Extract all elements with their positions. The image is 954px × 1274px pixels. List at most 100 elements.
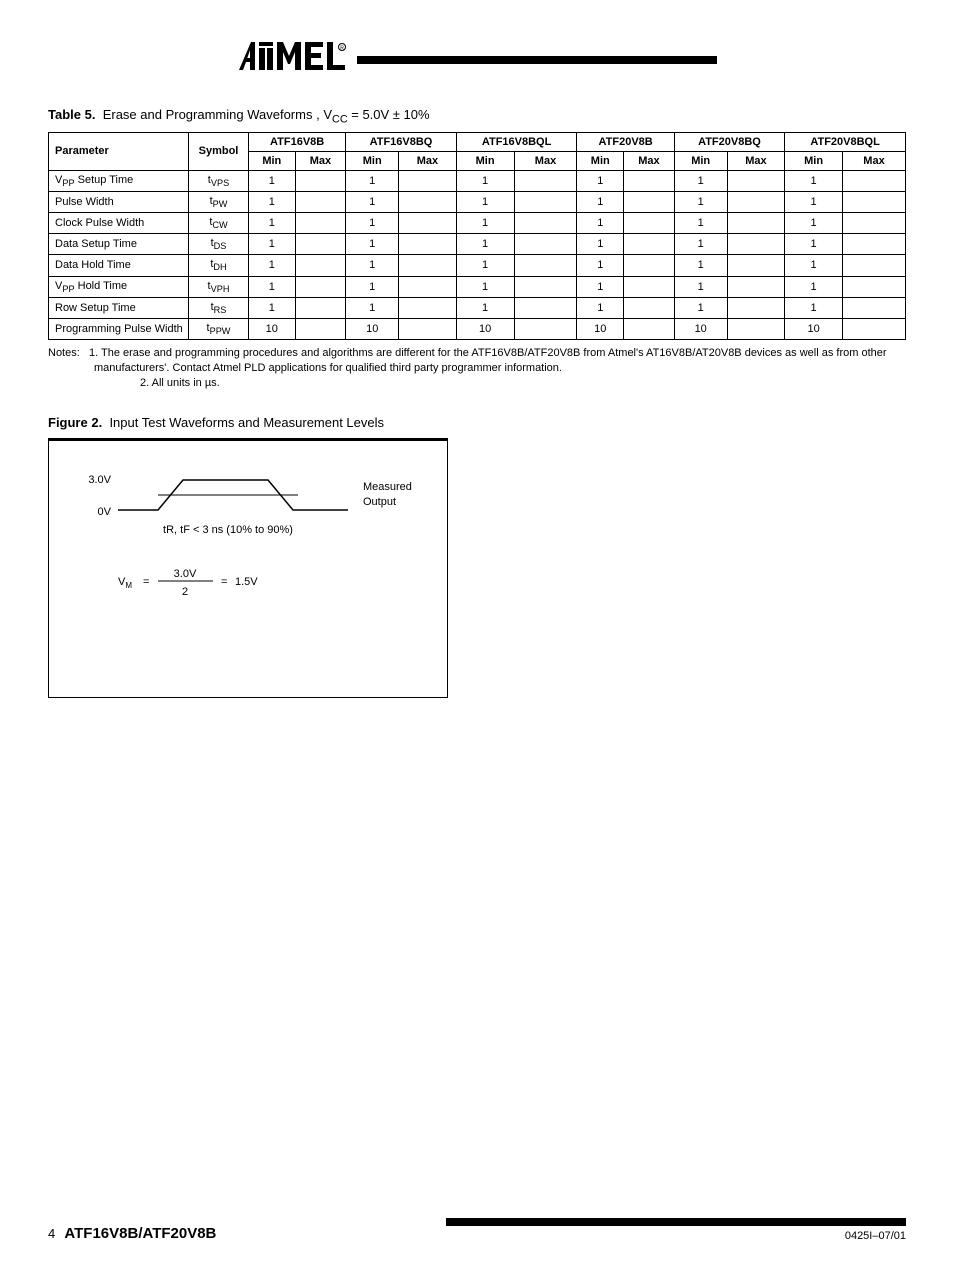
value-cell: 1 bbox=[346, 170, 399, 191]
value-cell: 1 bbox=[674, 234, 727, 255]
footer-left: 4 ATF16V8B/ATF20V8B bbox=[48, 1225, 216, 1242]
param-cell: Clock Pulse Width bbox=[49, 212, 189, 233]
value-cell bbox=[843, 276, 906, 297]
value-cell bbox=[727, 170, 785, 191]
col-max: Max bbox=[843, 151, 906, 170]
figure-box: 3.0V 0V tR, tF < 3 ns (10% to 90%) Measu… bbox=[48, 438, 448, 698]
value-cell: 1 bbox=[785, 234, 843, 255]
value-cell: 1 bbox=[456, 191, 514, 212]
value-cell bbox=[727, 212, 785, 233]
value-cell bbox=[295, 318, 346, 339]
svg-text:Measured: Measured bbox=[363, 481, 412, 493]
param-cell: Row Setup Time bbox=[49, 297, 189, 318]
symbol-cell: tCW bbox=[189, 212, 249, 233]
svg-text:R: R bbox=[340, 46, 344, 52]
value-cell: 1 bbox=[456, 276, 514, 297]
value-cell: 1 bbox=[249, 191, 296, 212]
value-cell: 10 bbox=[674, 318, 727, 339]
col-min: Min bbox=[674, 151, 727, 170]
value-cell bbox=[399, 276, 457, 297]
value-cell bbox=[843, 318, 906, 339]
svg-text:3.0V: 3.0V bbox=[174, 568, 197, 580]
value-cell bbox=[514, 276, 577, 297]
value-cell: 1 bbox=[785, 170, 843, 191]
note2-num: 2. bbox=[140, 377, 149, 389]
value-cell: 1 bbox=[346, 191, 399, 212]
symbol-cell: tPPW bbox=[189, 318, 249, 339]
value-cell bbox=[399, 234, 457, 255]
col-max: Max bbox=[295, 151, 346, 170]
value-cell: 1 bbox=[674, 191, 727, 212]
value-cell bbox=[624, 297, 675, 318]
value-cell bbox=[624, 318, 675, 339]
notes-label: Notes: bbox=[48, 347, 80, 359]
svg-text:=: = bbox=[143, 576, 149, 588]
value-cell: 1 bbox=[249, 170, 296, 191]
value-cell bbox=[295, 212, 346, 233]
svg-text:0V: 0V bbox=[98, 506, 112, 518]
table-title: Table 5. Erase and Programming Waveforms… bbox=[48, 107, 906, 126]
value-cell: 1 bbox=[674, 212, 727, 233]
value-cell bbox=[399, 170, 457, 191]
value-cell bbox=[727, 191, 785, 212]
param-cell: Programming Pulse Width bbox=[49, 318, 189, 339]
value-cell: 1 bbox=[346, 297, 399, 318]
param-cell: Data Setup Time bbox=[49, 234, 189, 255]
value-cell bbox=[399, 318, 457, 339]
value-cell bbox=[514, 212, 577, 233]
col-max: Max bbox=[514, 151, 577, 170]
value-cell bbox=[624, 234, 675, 255]
value-cell: 1 bbox=[785, 212, 843, 233]
waveform-svg: 3.0V 0V tR, tF < 3 ns (10% to 90%) Measu… bbox=[63, 455, 433, 625]
value-cell: 10 bbox=[785, 318, 843, 339]
value-cell: 1 bbox=[785, 276, 843, 297]
value-cell: 1 bbox=[577, 234, 624, 255]
value-cell: 1 bbox=[577, 212, 624, 233]
col-max: Max bbox=[624, 151, 675, 170]
table-row: Clock Pulse WidthtCW111111 bbox=[49, 212, 906, 233]
table-row: Data Setup TimetDS111111 bbox=[49, 234, 906, 255]
value-cell: 1 bbox=[785, 191, 843, 212]
value-cell: 1 bbox=[674, 170, 727, 191]
table-title-text: Erase and Programming Waveforms bbox=[103, 107, 313, 122]
col-min: Min bbox=[456, 151, 514, 170]
col-fam-4: ATF20V8BQ bbox=[674, 132, 784, 151]
value-cell: 1 bbox=[346, 276, 399, 297]
value-cell: 1 bbox=[456, 234, 514, 255]
table-row: VPP Hold TimetVPH111111 bbox=[49, 276, 906, 297]
footer-right: 0425I–07/01 bbox=[446, 1218, 906, 1242]
value-cell bbox=[727, 276, 785, 297]
value-cell: 1 bbox=[674, 297, 727, 318]
svg-text:3.0V: 3.0V bbox=[88, 474, 111, 486]
value-cell bbox=[295, 297, 346, 318]
col-fam-5: ATF20V8BQL bbox=[785, 132, 906, 151]
value-cell bbox=[514, 170, 577, 191]
value-cell bbox=[843, 212, 906, 233]
value-cell bbox=[624, 170, 675, 191]
symbol-cell: tPW bbox=[189, 191, 249, 212]
table-number: Table 5. bbox=[48, 107, 95, 122]
col-min: Min bbox=[346, 151, 399, 170]
figure-title: Figure 2. Input Test Waveforms and Measu… bbox=[48, 415, 906, 430]
col-max: Max bbox=[727, 151, 785, 170]
value-cell bbox=[399, 191, 457, 212]
value-cell bbox=[295, 191, 346, 212]
figure-title-text: Input Test Waveforms and Measurement Lev… bbox=[109, 415, 384, 430]
value-cell bbox=[399, 212, 457, 233]
value-cell: 1 bbox=[674, 255, 727, 276]
svg-text:1.5V: 1.5V bbox=[235, 576, 258, 588]
table-row: Pulse WidthtPW111111 bbox=[49, 191, 906, 212]
value-cell: 1 bbox=[577, 255, 624, 276]
spec-table: Parameter Symbol ATF16V8B ATF16V8BQ ATF1… bbox=[48, 132, 906, 341]
value-cell: 1 bbox=[249, 276, 296, 297]
col-fam-2: ATF16V8BQL bbox=[456, 132, 577, 151]
value-cell bbox=[295, 170, 346, 191]
col-symbol: Symbol bbox=[189, 132, 249, 170]
param-cell: Pulse Width bbox=[49, 191, 189, 212]
value-cell bbox=[295, 234, 346, 255]
note1-text: The erase and programming procedures and… bbox=[94, 347, 887, 374]
page-number: 4 bbox=[48, 1226, 55, 1241]
value-cell bbox=[727, 297, 785, 318]
table-row: Data Hold TimetDH111111 bbox=[49, 255, 906, 276]
value-cell bbox=[399, 255, 457, 276]
